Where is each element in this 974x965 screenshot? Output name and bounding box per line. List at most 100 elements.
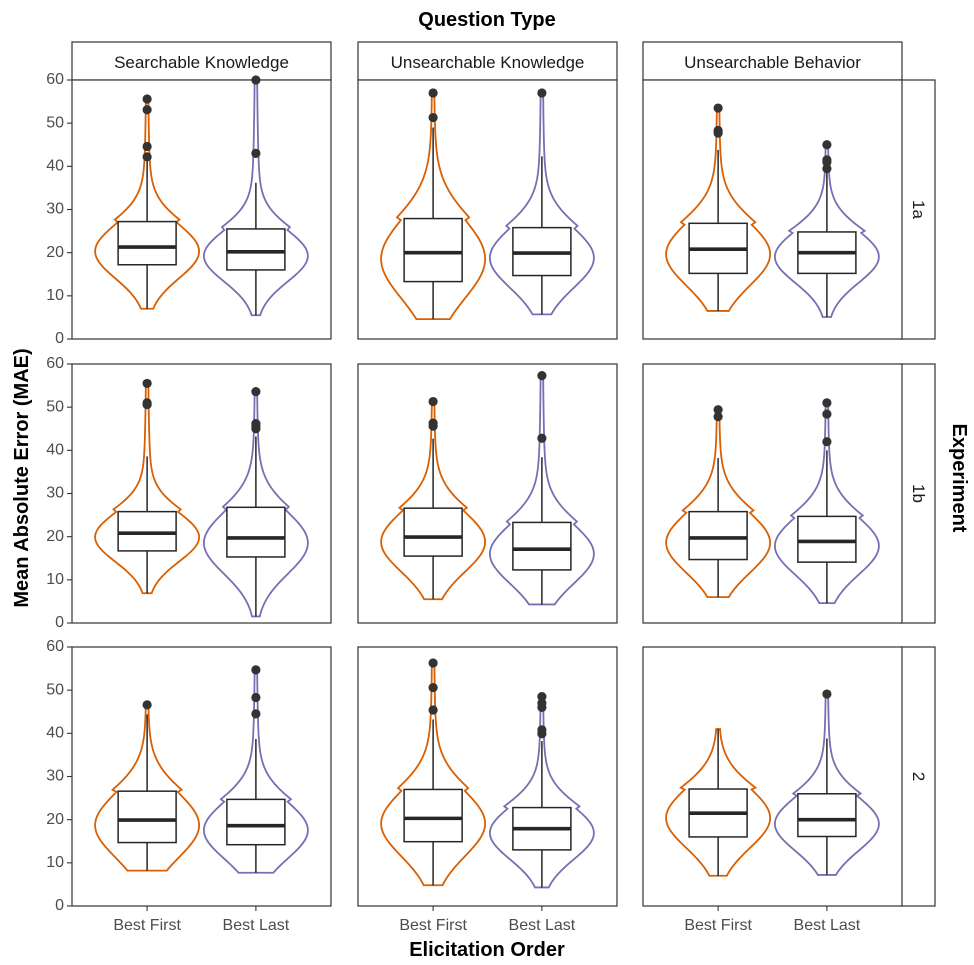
outlier-point [251,148,261,158]
box-best-first [403,788,463,843]
y-tick-label: 0 [55,614,64,631]
y-tick-label: 10 [46,571,64,588]
row-strip-label: 2 [909,772,928,781]
panel-1b-unsearchable-knowledge [357,363,618,624]
row-strip-label: 1a [909,200,928,219]
outlier-point [251,665,261,675]
y-tick-label: 20 [46,244,64,261]
outlier-point [428,682,438,693]
panel-border [357,363,618,624]
y-tick-label: 40 [46,725,64,742]
y-tick-label: 10 [46,287,64,304]
outlier-point [428,88,438,98]
outlier-point [822,437,832,447]
y-tick-label: 20 [46,811,64,828]
outlier-point [251,418,261,429]
outlier-point [428,658,438,668]
panel-border [71,646,332,907]
outlier-point [822,409,832,419]
panel-2-unsearchable-knowledge [357,646,618,907]
outlier-point [822,155,832,165]
outlier-point [142,141,152,152]
panel-1b-searchable-knowledge [71,363,332,624]
box-best-first [403,507,463,557]
y-tick-label: 20 [46,528,64,545]
outlier-point [537,88,547,98]
column-strip-unsearchable-knowledge [357,41,618,81]
outlier-point [142,378,152,389]
outlier-point [822,163,832,174]
box-best-last [512,521,572,571]
box-best-last [797,793,857,838]
violin-best-first [665,728,772,877]
outlier-point [251,692,261,703]
panel-border [71,79,332,340]
box-best-last [226,798,286,846]
x-tick-label: Best First [113,917,181,934]
y-tick-label: 0 [55,330,64,347]
outlier-point [142,94,152,104]
outlier-point [537,698,547,708]
box-best-first [403,217,463,283]
y-tick-label: 0 [55,897,64,914]
x-tick-label: Best Last [794,917,861,934]
outlier-point [251,709,261,719]
outlier-point [251,387,261,397]
panel-2-unsearchable-behavior [642,646,903,907]
outlier-point [822,398,832,408]
outlier-point [428,705,438,715]
y-tick-label: 10 [46,854,64,871]
box-best-first [117,510,177,552]
panel-1a-unsearchable-knowledge [357,79,618,340]
outlier-point [713,125,723,136]
panel-border [642,646,903,907]
panel-2-searchable-knowledge [71,646,332,907]
box-best-first [117,790,177,844]
panel-border [642,363,903,624]
plot-layer: Searchable Knowledge Unsearchable Knowled… [46,41,936,934]
y-tick-label: 40 [46,442,64,459]
panel-border [642,79,903,340]
row-strip-1b [899,363,936,624]
y-tick-label: 60 [46,355,64,372]
outlier-point [142,152,152,162]
box-best-last [797,515,857,563]
x-tick-label: Best First [684,917,752,934]
y-tick-label: 50 [46,398,64,415]
box-best-last [226,506,286,558]
row-strip-label: 1b [909,484,928,503]
outlier-point [822,140,832,150]
y-tick-label: 60 [46,638,64,655]
y-tick-label: 60 [46,71,64,88]
outlier-point [251,75,261,85]
panel-border [71,363,332,624]
outlier-point [713,412,723,422]
outlier-point [142,105,152,115]
column-strip-label: Unsearchable Knowledge [391,53,585,72]
outlier-point [428,112,438,123]
y-tick-label: 30 [46,768,64,785]
outlier-point [822,689,832,699]
x-tick-label: Best Last [509,917,576,934]
y-tick-label: 30 [46,201,64,218]
y-tick-label: 50 [46,681,64,698]
panel-border [357,646,618,907]
outlier-point [428,418,438,428]
y-tick-label: 50 [46,114,64,131]
column-strip-searchable-knowledge [71,41,332,81]
outlier-point [537,433,547,443]
chart-title: Question Type [418,9,555,31]
x-axis-title: Elicitation Order [409,939,565,961]
panel-1b-unsearchable-behavior [642,363,903,624]
facet-row-title: Experiment [948,424,970,533]
panel-1a-searchable-knowledge [71,75,332,340]
box-best-first [688,510,748,561]
column-strip-label: Searchable Knowledge [114,53,289,72]
outlier-point [537,692,547,702]
panel-border [357,79,618,340]
x-tick-label: Best First [399,917,467,934]
outlier-point [428,396,438,407]
y-axis-title: Mean Absolute Error (MAE) [11,348,33,607]
outlier-point [713,103,723,113]
